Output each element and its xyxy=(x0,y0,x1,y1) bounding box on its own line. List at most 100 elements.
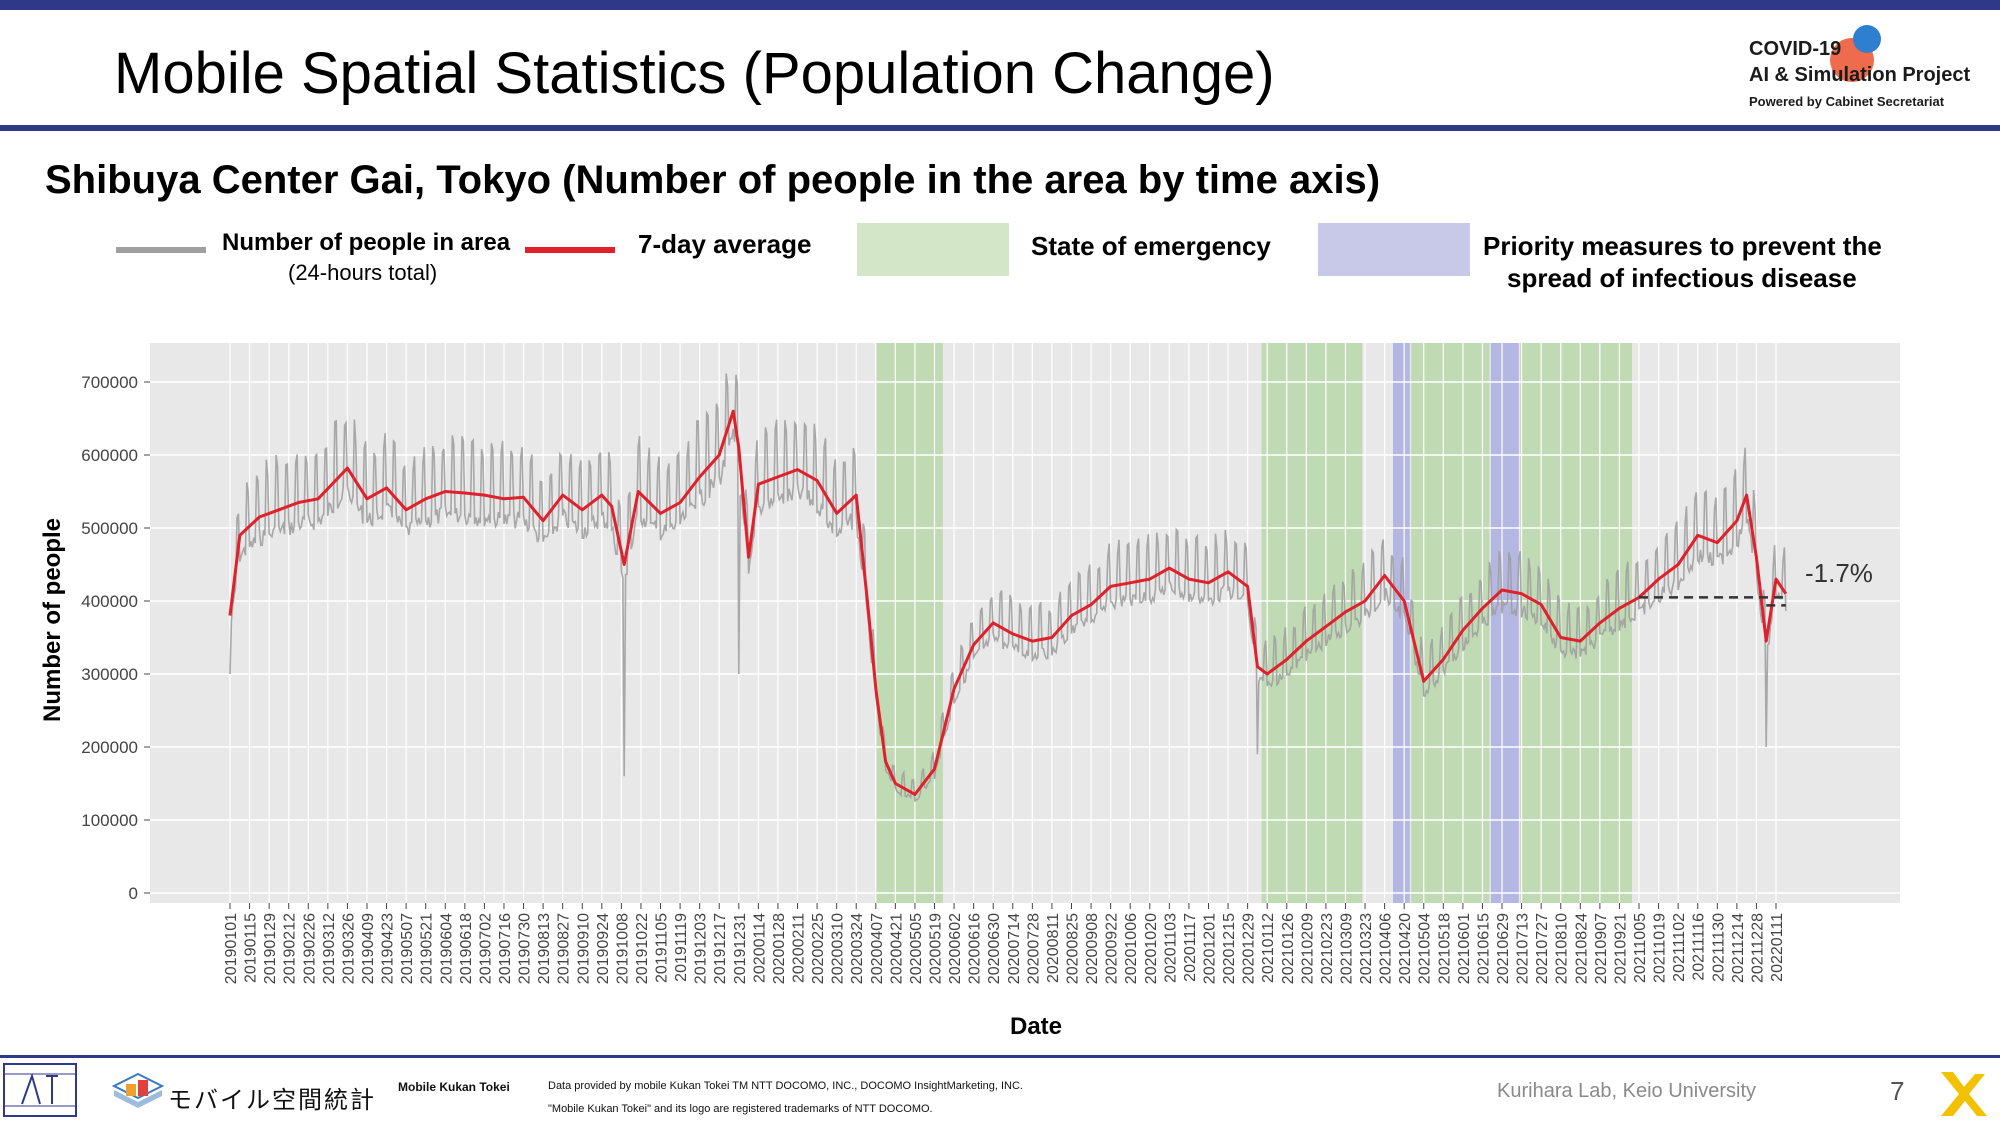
daily-count-series-line xyxy=(229,373,1787,803)
data-provider-note: Data provided by mobile Kukan Tokei TM N… xyxy=(548,1080,1023,1092)
y-axis-label: Number of people xyxy=(39,518,66,722)
logo-blue-circle xyxy=(1853,25,1881,53)
x-tick-label: 20190618 xyxy=(458,913,475,984)
x-tick-label: 20200225 xyxy=(810,913,827,984)
x-tick-label: 20211214 xyxy=(1730,913,1747,983)
y-tick-label: 0 xyxy=(129,884,138,903)
x-tick-label: 20190730 xyxy=(517,913,534,984)
x-tick-label: 20211228 xyxy=(1749,913,1766,983)
x-tick-label: 20210126 xyxy=(1280,913,1297,984)
legend-priority-label-line1: Priority measures to prevent the xyxy=(1483,231,1882,261)
trademark-note: "Mobile Kukan Tokei" and its logo are re… xyxy=(548,1103,933,1115)
x-tick-label: 20190521 xyxy=(419,913,436,984)
x-tick-label: 20210921 xyxy=(1612,913,1629,984)
x-tick-label: 20190226 xyxy=(301,913,318,984)
x-tick-label: 20200922 xyxy=(1104,913,1121,984)
x-tick-label: 20210112 xyxy=(1260,913,1277,983)
y-tick-label: 700000 xyxy=(81,373,138,392)
page-number: 7 xyxy=(1890,1076,1905,1106)
x-tick-label: 20190910 xyxy=(575,913,592,984)
mobile-kukan-logo-text: モバイル空間統計 xyxy=(168,1087,376,1114)
x-tick-label: 20190702 xyxy=(477,913,494,984)
x-tick-label: 20190326 xyxy=(340,913,357,984)
x-tick-label: 20210518 xyxy=(1436,913,1453,984)
x-tick-label: 20211130 xyxy=(1710,913,1727,982)
x-tick-label: 20190507 xyxy=(399,913,416,984)
x-brand-mark xyxy=(1941,1072,1987,1116)
x-tick-label: 20200602 xyxy=(947,913,964,984)
x-tick-label: 20190604 xyxy=(438,913,455,984)
x-tick-label: 20200310 xyxy=(830,913,847,984)
logo-line-3: Powered by Cabinet Secretariat xyxy=(1749,94,1945,109)
legend-emergency-swatch xyxy=(857,223,1009,276)
x-tick-label: 20210309 xyxy=(1338,913,1355,984)
y-tick-label: 300000 xyxy=(81,665,138,684)
x-tick-label: 20200407 xyxy=(869,913,886,984)
x-tick-label: 20190924 xyxy=(595,913,612,984)
x-tick-label: 20200505 xyxy=(908,913,925,984)
x-tick-label: 20210504 xyxy=(1417,913,1434,984)
y-tick-label: 400000 xyxy=(81,592,138,611)
x-tick-label: 20200421 xyxy=(888,913,905,984)
x-tick-label: 20201215 xyxy=(1221,913,1238,984)
x-tick-label: 20210824 xyxy=(1573,913,1590,984)
x-tick-label: 20201201 xyxy=(1201,913,1218,984)
x-tick-label: 20191203 xyxy=(693,913,710,984)
x-tick-label: 20210615 xyxy=(1475,913,1492,984)
mobile-kukan-logo-icon xyxy=(112,1072,164,1108)
x-tick-label: 20201229 xyxy=(1241,913,1258,984)
x-tick-label: 20210323 xyxy=(1358,913,1375,984)
legend-daily-swatch xyxy=(116,247,206,253)
x-tick-label: 20210223 xyxy=(1319,913,1336,984)
priority-measures-band xyxy=(1490,343,1519,903)
legend-daily-label: Number of people in area xyxy=(222,229,511,256)
legend-average-swatch xyxy=(525,247,615,253)
x-tick-label: 20201006 xyxy=(1123,913,1140,984)
x-tick-label: 20200128 xyxy=(771,913,788,984)
x-tick-label: 20200811 xyxy=(1045,913,1062,983)
x-tick-label: 20190312 xyxy=(321,913,338,984)
x-axis-label: Date xyxy=(1010,1013,1062,1040)
page-title: Mobile Spatial Statistics (Population Ch… xyxy=(114,41,1275,106)
x-tick-label: 20191008 xyxy=(614,913,631,984)
lab-credit: Kurihara Lab, Keio University xyxy=(1497,1080,1757,1102)
covid-project-logo: COVID-19 AI & Simulation Project Powered… xyxy=(1745,20,1985,115)
x-tick-label: 20210907 xyxy=(1593,913,1610,984)
x-tick-label: 20191119 xyxy=(673,913,690,982)
x-tick-label: 20190827 xyxy=(556,913,573,984)
x-tick-label: 20190115 xyxy=(243,913,260,983)
x-tick-label: 20191231 xyxy=(732,913,749,984)
x-tick-label: 20200825 xyxy=(1064,913,1081,984)
x-tick-label: 20200114 xyxy=(751,913,768,983)
x-tick-label: 20190129 xyxy=(262,913,279,984)
emergency-band xyxy=(1261,343,1363,903)
emergency-band xyxy=(875,343,943,903)
legend-priority-swatch xyxy=(1318,223,1470,276)
mobile-kukan-name: Mobile Kukan Tokei xyxy=(398,1080,510,1094)
legend-priority-label-line2: spread of infectious disease xyxy=(1507,263,1857,293)
x-tick-label: 20190813 xyxy=(536,913,553,984)
x-tick-label: 20191105 xyxy=(654,913,671,983)
x-tick-label: 20200211 xyxy=(791,913,808,983)
plot-background xyxy=(150,343,1900,903)
x-tick-label: 20190716 xyxy=(497,913,514,984)
legend-daily-sublabel: (24-hours total) xyxy=(288,260,438,285)
chart-subtitle: Shibuya Center Gai, Tokyo (Number of peo… xyxy=(45,158,1381,202)
x-tick-label: 20211019 xyxy=(1652,913,1669,983)
x-tick-label: 20210810 xyxy=(1554,913,1571,984)
y-tick-label: 100000 xyxy=(81,811,138,830)
x-tick-label: 20200630 xyxy=(986,913,1003,984)
x-tick-label: 20200714 xyxy=(1006,913,1023,984)
y-tick-label: 500000 xyxy=(81,519,138,538)
x-tick-label: 20211102 xyxy=(1671,913,1688,982)
x-tick-label: 20210601 xyxy=(1456,913,1473,984)
x-tick-label: 20211005 xyxy=(1632,913,1649,983)
x-tick-label: 20220111 xyxy=(1769,913,1786,982)
seven-day-average-line xyxy=(228,409,1788,796)
y-tick-label: 600000 xyxy=(81,446,138,465)
x-tick-label: 20210406 xyxy=(1378,913,1395,984)
x-tick-label: 20210209 xyxy=(1299,913,1316,984)
logo-line-2: AI & Simulation Project xyxy=(1749,64,1971,86)
x-tick-label: 20190409 xyxy=(360,913,377,984)
title-divider xyxy=(0,125,2000,131)
